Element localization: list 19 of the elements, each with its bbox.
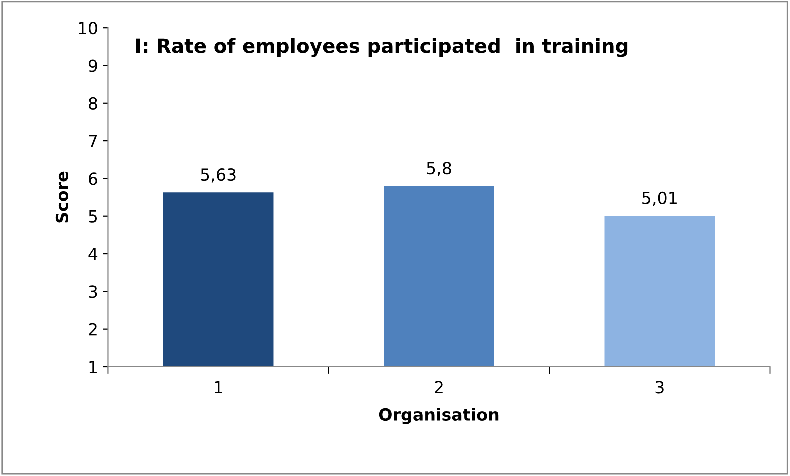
y-tick-label: 1 (90, 361, 97, 374)
x-tick-label: 2 (435, 381, 443, 394)
x-axis-title: Organisation (379, 408, 499, 424)
y-tick-label: 6 (89, 172, 98, 186)
y-tick-label: 3 (89, 286, 98, 298)
data-label: 5,63 (201, 168, 236, 183)
text: I: Rate of employees participated in training (136, 38, 628, 58)
y-tick-label: 10 (79, 22, 98, 35)
data-label: 5,01 (642, 192, 677, 206)
y-tick-label: 9 (88, 60, 98, 72)
y-tick-label: 8 (89, 97, 98, 110)
y-tick-label: 2 (89, 323, 97, 336)
x-tick-label: 3 (656, 381, 664, 394)
data-label: 5,8 (427, 162, 452, 176)
x-tick-label: 1 (215, 381, 222, 394)
y-tick-label: 5 (89, 210, 98, 223)
y-axis-title: Score (56, 172, 69, 223)
y-tick-label: 7 (89, 135, 98, 148)
y-tick-label: 4 (88, 248, 98, 260)
